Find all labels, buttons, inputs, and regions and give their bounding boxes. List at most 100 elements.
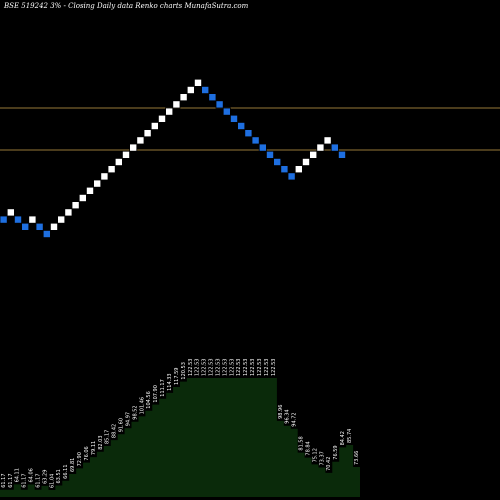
- price-label: 122.53: [250, 359, 256, 377]
- renko-brick-up: [323, 136, 332, 145]
- renko-brick-down: [330, 143, 339, 152]
- renko-brick-down: [258, 143, 267, 152]
- price-label: 122.53: [188, 359, 194, 377]
- price-label: 104.56: [146, 391, 152, 409]
- price-label: 91.60: [119, 418, 125, 432]
- price-label: 122.53: [209, 359, 215, 377]
- renko-brick-up: [6, 208, 15, 217]
- price-label: 120.53: [181, 362, 187, 380]
- renko-brick-down: [0, 215, 8, 224]
- renko-brick-up: [143, 129, 152, 138]
- price-label: 111.17: [160, 379, 166, 397]
- renko-brick-down: [337, 150, 346, 159]
- price-label: 81.58: [299, 436, 305, 450]
- renko-brick-up: [294, 165, 303, 174]
- price-area: [0, 378, 360, 497]
- renko-brick-down: [265, 150, 274, 159]
- renko-brick-down: [208, 93, 217, 102]
- renko-brick-up: [50, 222, 59, 231]
- renko-brick-down: [229, 114, 238, 123]
- price-label: 98.96: [278, 405, 284, 419]
- price-label: 88.42: [112, 424, 118, 438]
- price-label: 122.53: [236, 359, 242, 377]
- price-label: 82.03: [98, 435, 104, 449]
- renko-brick-down: [13, 215, 22, 224]
- price-label: 107.90: [153, 385, 159, 403]
- price-label: 117.59: [174, 368, 180, 386]
- price-label: 96.34: [285, 409, 291, 423]
- price-label: 122.53: [264, 359, 270, 377]
- price-label: 63.51: [56, 469, 62, 483]
- renko-brick-down: [222, 107, 231, 116]
- renko-brick-up: [107, 165, 116, 174]
- price-label: 73.66: [354, 451, 360, 465]
- renko-brick-up: [316, 143, 325, 152]
- price-label: 122.53: [257, 359, 263, 377]
- price-label: 70.42: [326, 457, 332, 471]
- renko-brick-down: [215, 100, 224, 109]
- renko-brick-down: [21, 222, 30, 231]
- price-labels: 61.17 61.17 64.11 61.17 64.06 61.17 63.29 61.04…: [1, 359, 360, 489]
- renko-brick-up: [157, 114, 166, 123]
- renko-brick-up: [78, 193, 87, 202]
- price-label: 76.59: [333, 445, 339, 459]
- renko-brick-down: [201, 86, 210, 95]
- price-label: 122.53: [229, 359, 235, 377]
- renko-brick-up: [186, 86, 195, 95]
- price-label: 122.53: [243, 359, 249, 377]
- price-label: 61.17: [22, 473, 28, 487]
- price-label: 101.46: [139, 397, 145, 415]
- price-label: 122.53: [271, 359, 277, 377]
- renko-brick-up: [28, 215, 37, 224]
- price-label: 61.17: [1, 473, 7, 487]
- price-label: 122.53: [202, 359, 208, 377]
- price-label: 84.42: [340, 431, 346, 445]
- renko-brick-up: [301, 157, 310, 166]
- renko-brick-up: [129, 143, 138, 152]
- renko-brick-down: [244, 129, 253, 138]
- renko-brick-up: [172, 100, 181, 109]
- renko-brick-down: [273, 157, 282, 166]
- renko-brick-up: [64, 208, 73, 217]
- renko-brick-down: [42, 229, 51, 238]
- renko-bricks: [0, 78, 346, 238]
- renko-brick-up: [114, 157, 123, 166]
- renko-brick-up: [93, 179, 102, 188]
- price-label: 63.29: [42, 470, 48, 484]
- price-label: 114.33: [167, 373, 173, 391]
- price-label: 72.90: [77, 452, 83, 466]
- price-label: 79.11: [91, 441, 97, 455]
- price-label: 69.81: [70, 458, 76, 472]
- price-label: 78.84: [306, 441, 312, 455]
- price-label: 66.11: [63, 464, 69, 478]
- renko-brick-up: [122, 150, 131, 159]
- price-label: 94.97: [126, 412, 132, 426]
- price-label: 122.53: [195, 359, 201, 377]
- price-label: 122.53: [216, 359, 222, 377]
- renko-brick-up: [100, 172, 109, 181]
- price-label: 61.04: [49, 474, 55, 488]
- price-label: 85.17: [105, 430, 111, 444]
- renko-brick-up: [86, 186, 95, 195]
- renko-brick-down: [251, 136, 260, 145]
- renko-brick-up: [150, 122, 159, 131]
- renko-brick-down: [280, 165, 289, 174]
- renko-brick-up: [165, 107, 174, 116]
- price-label: 64.06: [29, 468, 35, 482]
- price-label: 75.12: [312, 448, 318, 462]
- price-label: 61.17: [36, 473, 42, 487]
- price-label: 73.37: [319, 451, 325, 465]
- renko-brick-down: [35, 222, 44, 231]
- price-label: 64.11: [15, 468, 21, 482]
- price-label: 94.72: [292, 412, 298, 426]
- price-label: 122.53: [222, 359, 228, 377]
- price-label: 98.52: [132, 405, 138, 419]
- renko-brick-up: [179, 93, 188, 102]
- renko-brick-up: [57, 215, 66, 224]
- renko-brick-up: [193, 78, 202, 87]
- price-label: 85.74: [347, 429, 353, 443]
- renko-brick-up: [309, 150, 318, 159]
- renko-brick-down: [287, 172, 296, 181]
